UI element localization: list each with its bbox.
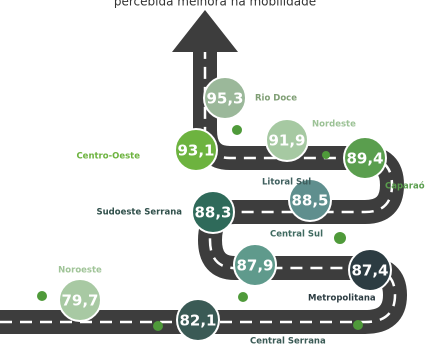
title: percebida melhora na mobilidade bbox=[114, 0, 316, 9]
node-circle bbox=[174, 128, 218, 172]
node-circle bbox=[233, 243, 277, 287]
node-circle bbox=[58, 278, 102, 322]
node-circle bbox=[176, 298, 220, 342]
trees bbox=[37, 125, 363, 331]
node-value: 93,1 bbox=[177, 142, 214, 160]
node-label: Litoral Sul bbox=[262, 178, 311, 188]
node-label: Nordeste bbox=[312, 120, 356, 130]
node-label: Central Serrana bbox=[250, 337, 326, 347]
node-label: Central Sul bbox=[270, 230, 323, 240]
node-value: 95,3 bbox=[206, 90, 243, 108]
node-label: Metropolitana bbox=[308, 294, 376, 304]
node-circle bbox=[288, 178, 332, 222]
node-circle bbox=[265, 118, 309, 162]
node-label: Rio Doce bbox=[255, 94, 297, 104]
node-value: 88,3 bbox=[194, 204, 231, 222]
node-value: 89,4 bbox=[346, 150, 383, 168]
node-circle bbox=[348, 248, 392, 292]
node-label: Noroeste bbox=[58, 266, 102, 276]
node-value: 82,1 bbox=[179, 312, 216, 330]
node-value: 79,7 bbox=[61, 292, 98, 310]
node-label: Centro-Oeste bbox=[76, 152, 140, 162]
node-value: 88,5 bbox=[291, 192, 328, 210]
node-value: 87,4 bbox=[351, 262, 388, 280]
node-circle bbox=[191, 190, 235, 234]
node-circle bbox=[203, 76, 247, 120]
node-label: Caparaó bbox=[385, 181, 425, 192]
node-circle bbox=[343, 136, 387, 180]
node-value: 87,9 bbox=[236, 257, 273, 275]
node-label: Sudoeste Serrana bbox=[96, 208, 182, 218]
node-value: 91,9 bbox=[268, 132, 305, 150]
